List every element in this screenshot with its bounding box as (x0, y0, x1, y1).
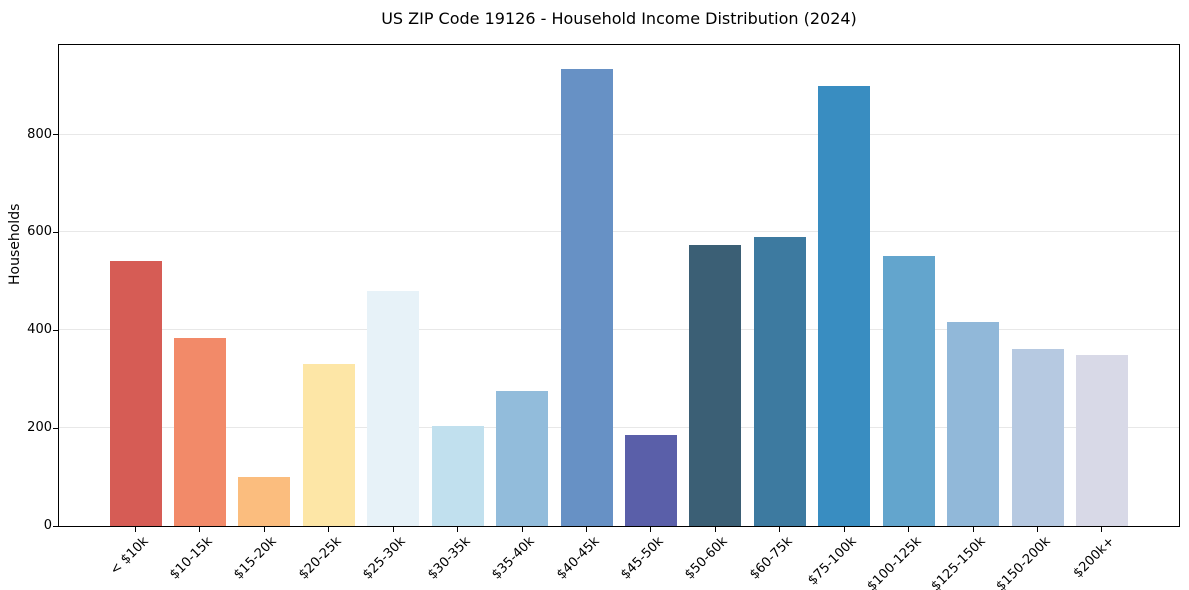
gridline (59, 427, 1179, 429)
x-tick-mark (135, 527, 136, 532)
x-tick-mark (457, 527, 459, 532)
plot-area (58, 44, 1180, 527)
y-tick-mark (53, 427, 58, 429)
x-tick-mark (263, 527, 265, 532)
y-tick-label: 0 (43, 518, 52, 533)
y-tick-mark (53, 525, 58, 527)
x-tick-mark (1037, 527, 1039, 532)
x-tick-mark (972, 527, 974, 532)
x-tick-mark (1101, 527, 1103, 532)
bar--150-200k (1011, 349, 1064, 526)
x-tick-label: < $10k (107, 534, 152, 579)
bar--50-60k (689, 244, 742, 526)
x-tick-mark (328, 527, 330, 532)
x-tick-mark (199, 527, 201, 532)
bar--25-30k (367, 290, 420, 526)
y-tick-mark (53, 231, 58, 233)
x-tick-mark (650, 527, 652, 532)
bar--200k+ (1075, 355, 1128, 526)
bar--10k (109, 260, 162, 526)
y-tick-label: 600 (27, 224, 52, 240)
gridline (59, 133, 1179, 135)
bar--15-20k (238, 477, 291, 526)
bar--10-15k (173, 337, 226, 526)
x-tick-mark (843, 527, 845, 532)
x-tick-mark (521, 527, 523, 532)
x-tick-mark (714, 527, 716, 532)
gridline (59, 329, 1179, 331)
y-tick-label: 200 (27, 420, 52, 436)
bar--40-45k (560, 68, 613, 526)
gridline (59, 231, 1179, 233)
x-tick-mark (908, 527, 910, 532)
bar--30-35k (431, 426, 484, 526)
bar--75-100k (818, 85, 871, 526)
x-tick-mark (392, 527, 394, 532)
x-tick-mark (586, 527, 587, 532)
y-tick-label: 800 (27, 126, 52, 142)
bar--60-75k (753, 237, 806, 526)
bar--125-150k (947, 322, 1000, 526)
y-tick-mark (53, 329, 58, 331)
y-tick-mark (53, 134, 58, 136)
chart-title: US ZIP Code 19126 - Household Income Dis… (381, 9, 857, 28)
y-tick-label: 400 (27, 322, 52, 338)
bar--100-125k (882, 256, 935, 526)
bar--35-40k (496, 390, 549, 526)
x-tick-mark (779, 527, 781, 532)
bar--45-50k (624, 434, 677, 526)
bar--20-25k (302, 364, 355, 526)
